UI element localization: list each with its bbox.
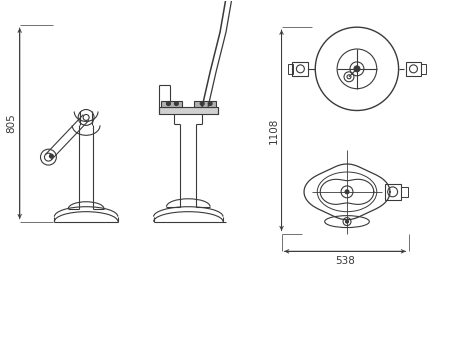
Circle shape bbox=[175, 101, 178, 106]
Bar bbox=[292, 62, 308, 76]
Bar bbox=[385, 184, 400, 200]
Circle shape bbox=[200, 101, 204, 106]
Circle shape bbox=[346, 220, 348, 223]
Circle shape bbox=[345, 190, 349, 194]
Circle shape bbox=[354, 66, 360, 72]
Bar bbox=[194, 101, 216, 107]
Circle shape bbox=[208, 101, 212, 106]
Bar bbox=[405, 62, 421, 76]
Bar bbox=[421, 64, 426, 74]
Text: 1108: 1108 bbox=[269, 117, 279, 144]
Text: 538: 538 bbox=[335, 256, 355, 266]
Bar bbox=[288, 64, 293, 74]
Bar bbox=[400, 187, 408, 197]
Circle shape bbox=[50, 154, 54, 158]
Bar bbox=[158, 107, 218, 115]
Bar bbox=[161, 101, 182, 107]
Text: 805: 805 bbox=[7, 114, 17, 133]
Circle shape bbox=[166, 101, 171, 106]
